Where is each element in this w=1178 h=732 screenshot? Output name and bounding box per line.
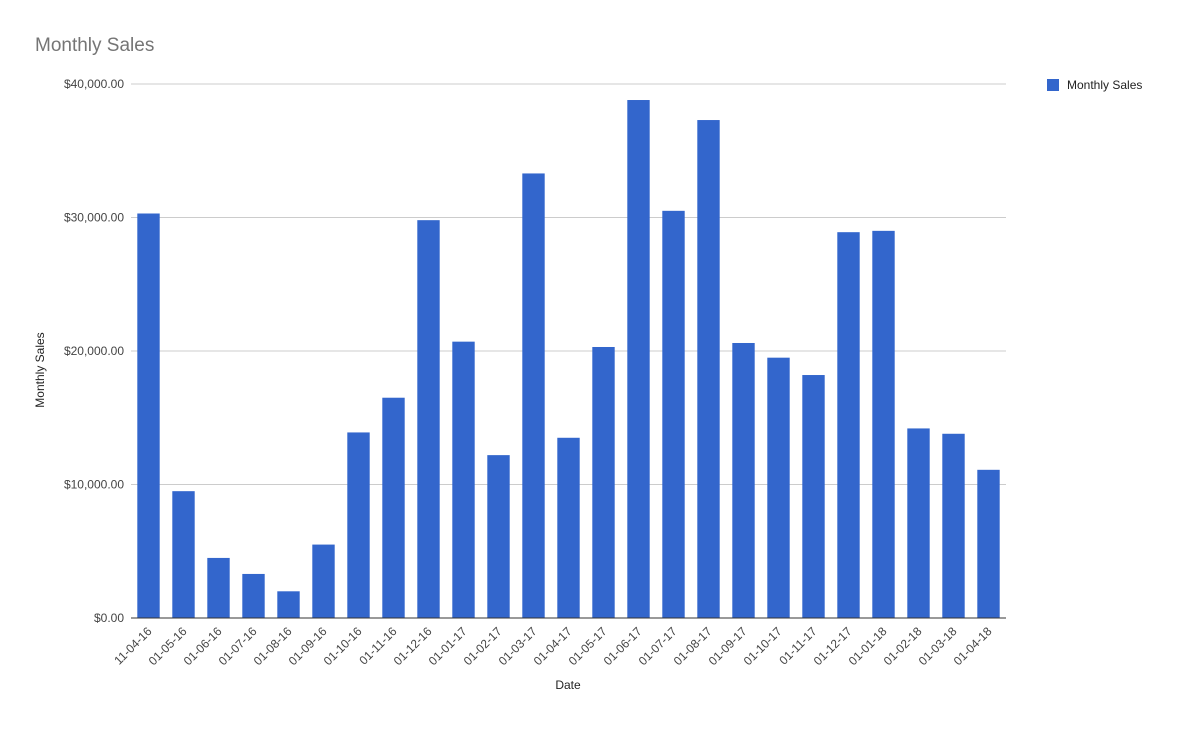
bar: [242, 573, 265, 618]
x-axis-title: Date: [555, 678, 581, 692]
bar: [872, 230, 895, 618]
bar: [592, 346, 615, 618]
y-tick-label: $40,000.00: [64, 77, 124, 91]
y-tick-label: $0.00: [94, 611, 124, 625]
legend-label: Monthly Sales: [1067, 78, 1142, 92]
bar: [382, 397, 405, 618]
x-axis-tick-labels: 11-04-1601-05-1601-06-1601-07-1601-08-16…: [111, 624, 994, 668]
bar: [697, 120, 720, 619]
bar: [942, 433, 965, 618]
bar: [522, 173, 545, 618]
bar: [207, 557, 230, 618]
y-axis-tick-labels: $0.00 $10,000.00 $20,000.00 $30,000.00 $40,0…: [64, 77, 124, 625]
y-axis-title: Monthly Sales: [33, 332, 47, 407]
bar: [452, 341, 475, 618]
bar: [977, 469, 1000, 618]
bar: [627, 100, 650, 618]
bar: [277, 591, 300, 618]
x-tick-label: 01-04-18: [951, 624, 995, 668]
x-tick-label: 01-10-16: [321, 624, 365, 668]
bar: [557, 437, 580, 618]
bar: [137, 213, 160, 618]
bar: [312, 544, 335, 618]
y-tick-label: $20,000.00: [64, 344, 124, 358]
bar: [732, 342, 755, 618]
legend-swatch: [1047, 79, 1059, 91]
y-tick-label: $30,000.00: [64, 211, 124, 225]
chart-title: Monthly Sales: [35, 35, 154, 56]
bars: [137, 100, 1000, 619]
bar: [907, 428, 930, 618]
bar: [172, 491, 195, 618]
y-tick-label: $10,000.00: [64, 478, 124, 492]
bar: [487, 455, 510, 618]
bar: [347, 432, 370, 618]
bar: [767, 357, 790, 618]
legend: Monthly Sales: [1047, 78, 1142, 92]
bar: [802, 375, 825, 618]
bar: [662, 210, 685, 618]
x-tick-label: 01-10-17: [741, 624, 785, 668]
bar: [417, 220, 440, 619]
bar: [837, 232, 860, 618]
